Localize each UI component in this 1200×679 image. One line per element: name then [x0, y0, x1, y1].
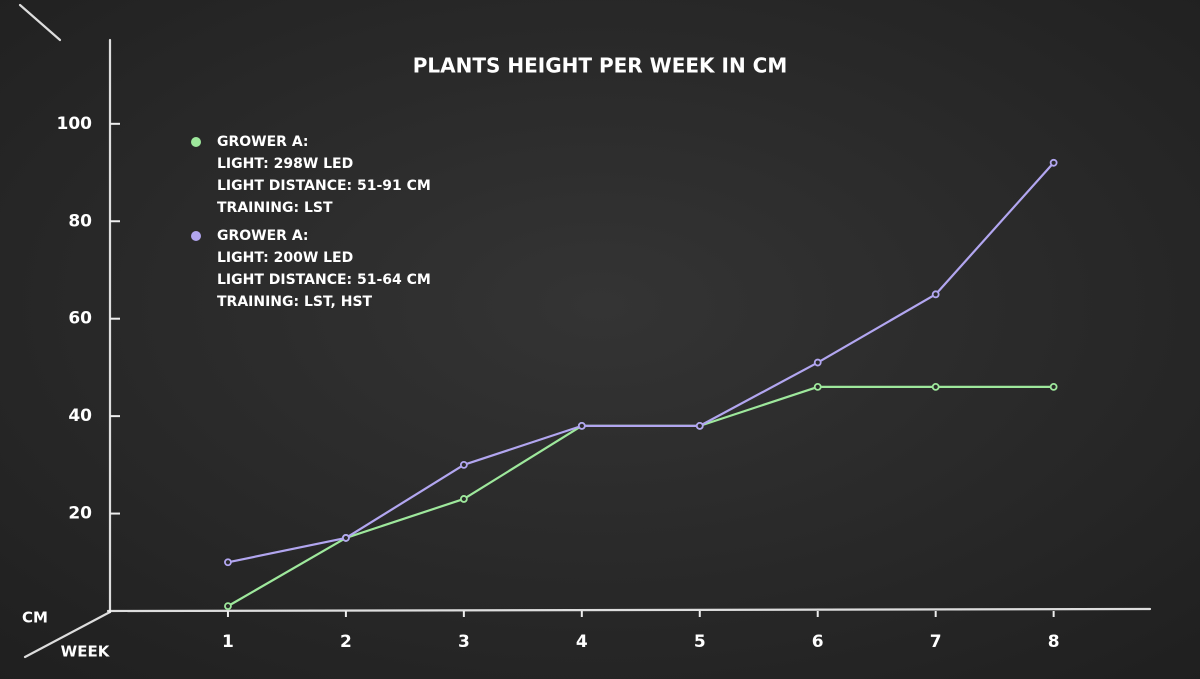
x-axis-label: WEEK	[61, 643, 111, 661]
y-tick-label: 80	[68, 211, 92, 231]
x-tick-label: 6	[812, 632, 824, 652]
data-point	[813, 358, 822, 367]
data-point	[577, 421, 586, 430]
x-tick-label: 1	[222, 632, 234, 652]
data-point	[224, 602, 232, 611]
legend-label: GROWER A:	[217, 134, 309, 150]
legend-detail: TRAINING: LST	[217, 200, 333, 216]
y-axis-label: CM	[22, 609, 48, 627]
legend-marker	[191, 231, 201, 241]
y-tick-label: 40	[68, 406, 92, 426]
data-point	[931, 382, 940, 391]
legend-detail: LIGHT DISTANCE: 51-64 CM	[217, 272, 431, 288]
data-point	[1049, 158, 1058, 167]
x-tick-label: 7	[930, 632, 942, 652]
legend-marker	[191, 137, 201, 147]
x-tick-label: 4	[576, 632, 588, 652]
data-point	[1049, 382, 1058, 391]
legend-detail: LIGHT: 200W LED	[217, 250, 353, 266]
data-point	[459, 495, 468, 503]
legend-label: GROWER A:	[217, 228, 309, 244]
y-tick-label: 60	[68, 309, 92, 329]
chart-title: PLANTS HEIGHT PER WEEK IN CM	[413, 54, 787, 78]
data-point	[695, 421, 704, 430]
y-tick-label: 20	[68, 504, 92, 524]
y-tick-label: 100	[57, 114, 93, 134]
data-point	[342, 534, 350, 542]
corner-diagonal	[23, 610, 112, 659]
x-tick-label: 2	[340, 632, 352, 652]
series-line	[227, 162, 1055, 564]
x-axis	[106, 607, 1152, 613]
legend-detail: LIGHT DISTANCE: 51-91 CM	[217, 178, 431, 194]
data-point	[813, 382, 822, 391]
data-point	[931, 290, 940, 299]
x-tick-label: 5	[694, 632, 706, 652]
x-tick-label: 3	[458, 632, 470, 652]
data-point	[459, 460, 468, 469]
legend-detail: LIGHT: 298W LED	[217, 156, 353, 172]
legend-detail: TRAINING: LST, HST	[217, 294, 373, 310]
chalk-stroke	[18, 3, 62, 42]
data-point	[224, 558, 232, 567]
x-tick-label: 8	[1048, 632, 1060, 652]
